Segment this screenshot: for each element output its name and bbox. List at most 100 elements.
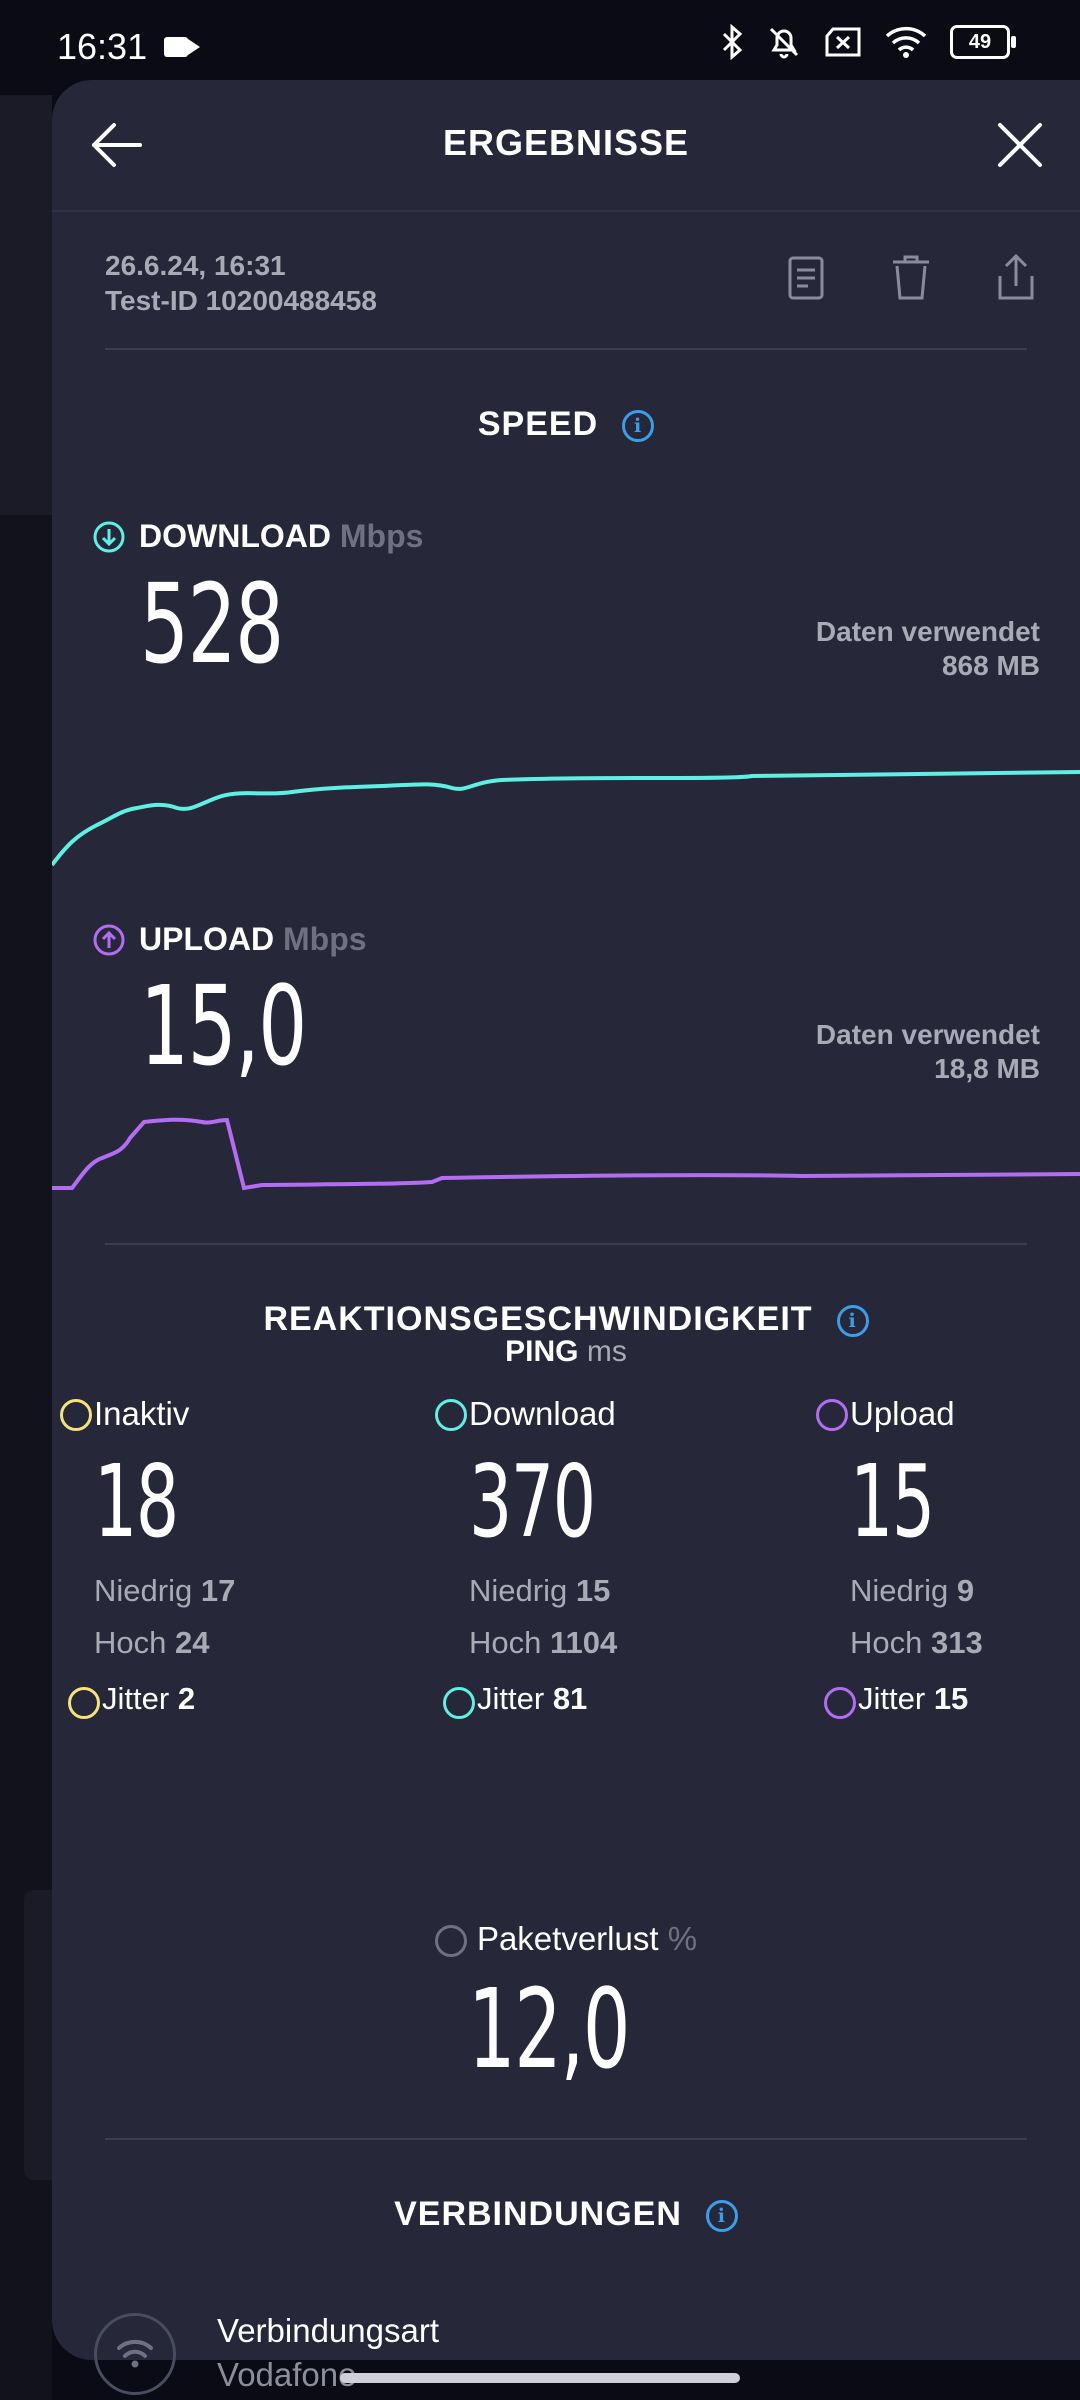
back-arrow-icon[interactable]: [86, 115, 146, 175]
home-indicator[interactable]: [340, 2373, 740, 2383]
download-data-used-value: 868 MB: [941, 650, 1040, 681]
responsiveness-title: REAKTIONSGESCHWINDIGKEIT: [263, 1300, 813, 1338]
divider: [105, 2138, 1027, 2140]
test-id: Test-ID 10200488458: [105, 285, 377, 316]
jitter-icon: [68, 1687, 100, 1719]
close-icon[interactable]: [990, 115, 1050, 175]
upload-value: 15,0: [140, 962, 307, 1090]
jitter-value: 81: [552, 1681, 588, 1716]
ping-high-label: Hoch: [850, 1625, 923, 1660]
status-time: 16:31: [57, 26, 148, 67]
status-icons: 49: [720, 24, 1016, 60]
wifi-icon: [885, 26, 927, 58]
download-data-used-label: Daten verwendet: [815, 616, 1040, 647]
jitter-label: Jitter: [858, 1681, 926, 1716]
download-label: DOWNLOAD Mbps: [139, 518, 423, 555]
connection-wifi-icon: [94, 2313, 176, 2395]
speed-title: SPEED: [477, 405, 599, 443]
connection-type-value: Vodafone: [217, 2356, 357, 2393]
packet-loss-unit: %: [667, 1920, 698, 1957]
details-icon[interactable]: [782, 250, 830, 306]
ping-low: Niedrig 9: [850, 1573, 974, 1609]
jitter-icon: [443, 1687, 475, 1719]
ping-high-value: 24: [175, 1625, 210, 1660]
connections-section-title: VERBINDUNGEN i: [52, 2195, 1080, 2234]
ping-high: Hoch 313: [850, 1625, 983, 1661]
ping-column-title: Download: [469, 1395, 616, 1432]
speed-section-title: SPEED i: [52, 405, 1080, 444]
divider: [105, 348, 1027, 350]
background-panel: [24, 1890, 52, 2180]
download-data-used: Daten verwendet 868 MB: [816, 615, 1040, 683]
jitter: Jitter 15: [858, 1681, 968, 1717]
upload-label-text: UPLOAD: [139, 921, 275, 957]
info-icon[interactable]: i: [622, 410, 655, 443]
ping-value: 15: [850, 1443, 935, 1560]
packet-loss-label: Paketverlust %: [52, 1920, 1080, 1958]
upload-label: UPLOAD Mbps: [139, 921, 367, 958]
upload-arrow-icon: [816, 1399, 848, 1431]
packet-loss-label-text: Paketverlust: [476, 1920, 659, 1957]
jitter-icon: [824, 1687, 856, 1719]
download-value: 528: [140, 560, 284, 688]
jitter: Jitter 81: [477, 1681, 587, 1717]
background-panel: [0, 95, 52, 515]
ping-high-value: 313: [931, 1625, 983, 1660]
wifi-icon: [117, 2339, 153, 2368]
upload-arrow-icon: [93, 924, 125, 956]
info-icon[interactable]: i: [836, 1305, 869, 1338]
jitter-label: Jitter: [477, 1681, 545, 1716]
ping-low-label: Niedrig: [469, 1573, 568, 1608]
responsiveness-section-title: REAKTIONSGESCHWINDIGKEIT i: [52, 1300, 1080, 1339]
bluetooth-icon: [722, 24, 743, 60]
ping-low-value: 17: [200, 1573, 236, 1608]
upload-unit: Mbps: [283, 921, 367, 957]
jitter: Jitter 2: [102, 1681, 195, 1717]
ping-label: PING ms: [52, 1335, 1080, 1369]
share-icon[interactable]: [992, 250, 1040, 306]
ping-high-label: Hoch: [469, 1625, 542, 1660]
packet-loss-value: 12,0: [468, 1965, 630, 2093]
ping-low-value: 15: [575, 1573, 611, 1608]
ping-column-title: Upload: [850, 1395, 955, 1432]
page-title: ERGEBNISSE: [442, 122, 690, 163]
upload-data-used-value: 18,8 MB: [934, 1053, 1040, 1084]
ping-unit: ms: [586, 1335, 627, 1368]
ping-column-title: Inaktiv: [94, 1395, 190, 1432]
results-header: ERGEBNISSE: [52, 80, 1080, 212]
video-camera-icon: [164, 37, 200, 57]
download-label-text: DOWNLOAD: [139, 518, 331, 554]
packet-loss-icon: [434, 1925, 467, 1958]
download-unit: Mbps: [339, 518, 424, 554]
download-speed-graph: [52, 770, 1080, 867]
idle-icon: [60, 1399, 92, 1431]
trash-icon[interactable]: [887, 250, 935, 306]
ping-low: Niedrig 17: [94, 1573, 235, 1609]
status-bar: 16:31 49: [0, 0, 1080, 95]
test-date: 26.6.24, 16:31: [105, 250, 286, 281]
upload-data-used-label: Daten verwendet: [815, 1019, 1040, 1050]
results-sheet: ERGEBNISSE 26.6.24, 16:31 Test-ID 102004…: [52, 80, 1080, 2395]
bell-off-icon: [769, 27, 799, 59]
ping-high: Hoch 1104: [469, 1625, 617, 1661]
no-sim-icon: [825, 27, 861, 57]
ping-high: Hoch 24: [94, 1625, 209, 1661]
ping-low-label: Niedrig: [94, 1573, 193, 1608]
ping-value: 18: [94, 1443, 179, 1560]
jitter-value: 15: [933, 1681, 969, 1716]
jitter-value: 2: [177, 1681, 196, 1716]
ping-label-text: PING: [505, 1335, 579, 1368]
ping-low-value: 9: [956, 1573, 975, 1608]
ping-low: Niedrig 15: [469, 1573, 610, 1609]
upload-data-used: Daten verwendet 18,8 MB: [816, 1018, 1040, 1086]
info-icon[interactable]: i: [705, 2200, 738, 2233]
divider: [105, 1243, 1027, 1245]
download-arrow-icon: [93, 521, 125, 553]
connection-type-label: Verbindungsart: [217, 2312, 439, 2349]
upload-speed-graph: [52, 1117, 1080, 1191]
jitter-label: Jitter: [102, 1681, 170, 1716]
ping-high-value: 1104: [550, 1625, 618, 1660]
ping-high-label: Hoch: [94, 1625, 167, 1660]
battery-icon: 49: [950, 25, 1016, 59]
ping-low-label: Niedrig: [850, 1573, 949, 1608]
